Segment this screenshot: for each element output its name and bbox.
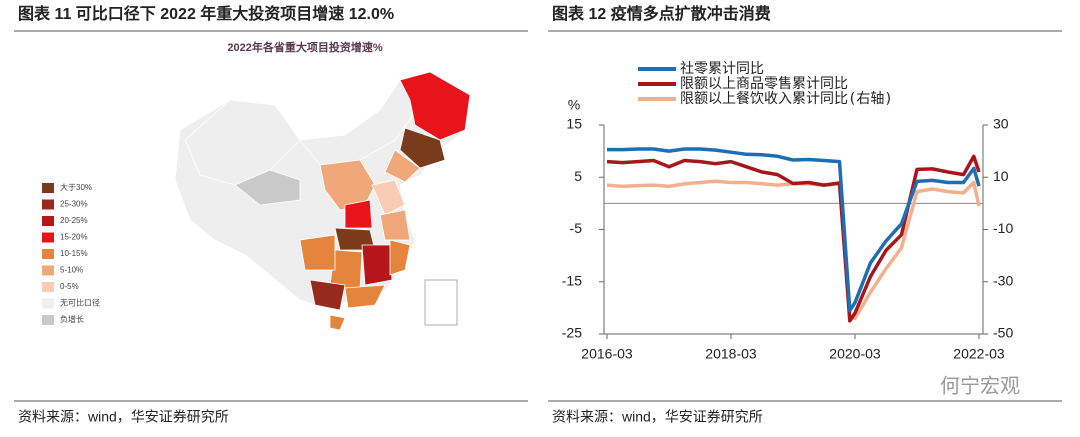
legend-label: 25-30%: [60, 200, 88, 209]
legend-label: 10-15%: [60, 249, 88, 258]
legend-swatch: [42, 249, 54, 259]
left-figure-title: 图表 11 可比口径下 2022 年重大投资项目增速 12.0%: [18, 4, 394, 23]
legend-label: 15-20%: [60, 233, 88, 242]
y2-tick-label: 10: [993, 168, 1009, 184]
right-source: 资料来源：wind，华安证券研究所: [552, 409, 763, 425]
map-title: 2022年各省重大项目投资增速%: [227, 40, 382, 54]
legend-label: 限额以上商品零售累计同比: [680, 76, 848, 92]
map: [174, 71, 471, 331]
inset-box: [424, 279, 458, 326]
region: [344, 284, 386, 309]
left-source: 资料来源：wind，华安证券研究所: [18, 409, 229, 425]
y-tick-label: -15: [562, 272, 582, 288]
x-tick-label: 2016-03: [581, 346, 633, 362]
y-tick-label: 5: [574, 168, 582, 184]
y2-tick-label: -50: [993, 325, 1013, 341]
x-tick-label: 2018-03: [705, 346, 757, 362]
y-tick-label: -25: [562, 325, 582, 341]
region: [389, 239, 411, 276]
legend-label: 大于30%: [60, 182, 92, 192]
legend-swatch: [42, 298, 54, 309]
region: [371, 179, 406, 216]
legend-label: 20-25%: [60, 216, 88, 225]
legend-swatch: [42, 183, 54, 193]
region: [361, 244, 393, 286]
legend-label: 无可比口径: [60, 298, 100, 308]
y2-tick-label: 30: [993, 116, 1009, 132]
series-line: [607, 147, 981, 313]
legend-swatch: [42, 282, 54, 292]
legend-label: 5-10%: [60, 266, 83, 275]
right-figure-title: 图表 12 疫情多点扩散冲击消费: [552, 4, 771, 23]
y2-tick-label: -10: [993, 220, 1013, 236]
legend-swatch: [42, 199, 54, 210]
legend-swatch: [42, 315, 54, 325]
x-tick-label: 2020-03: [829, 346, 881, 362]
map-legend: 大于30% 25-30% 20-25% 15-20% 10-15% 5-10% 0-5% 无可…: [42, 182, 100, 325]
y-tick-label: 15: [566, 116, 582, 132]
line-chart: % -25 -15 -5 5 15 -50 -30 -10 10 30 2016-03 2018-03 2…: [562, 61, 1014, 362]
legend-label: 社零累计同比: [680, 61, 764, 77]
y2-tick-label: -30: [993, 272, 1013, 288]
watermark: 何宁宏观: [940, 374, 1020, 397]
region: [384, 149, 421, 183]
legend-swatch: [42, 265, 54, 276]
region: [234, 169, 301, 206]
legend-label: 限额以上餐饮收入累计同比(右轴): [680, 91, 893, 107]
region: [299, 234, 336, 271]
legend-swatch: [42, 232, 54, 243]
series-line: [606, 179, 981, 321]
y-tick-label: -5: [570, 220, 583, 236]
series-line: [606, 154, 981, 323]
region: [399, 71, 471, 141]
region: [309, 279, 346, 311]
legend-swatch: [42, 216, 54, 226]
y-unit: %: [568, 97, 580, 113]
region: [329, 314, 346, 331]
x-tick-label: 2022-03: [953, 346, 1005, 362]
region: [399, 127, 446, 169]
region: [344, 199, 373, 229]
legend-label: 负增长: [60, 314, 84, 324]
legend-label: 0-5%: [60, 282, 79, 291]
region: [379, 209, 411, 241]
